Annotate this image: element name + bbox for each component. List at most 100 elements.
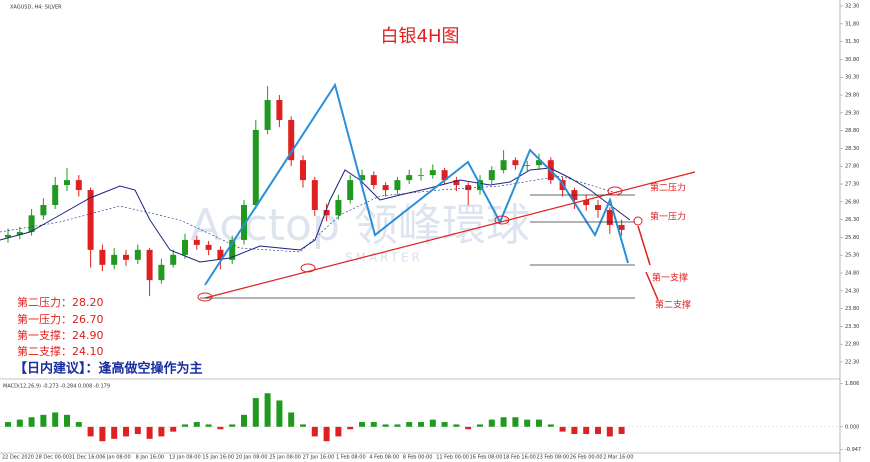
y-tick-label: 27.30	[845, 182, 859, 188]
macd-bar	[323, 426, 330, 442]
macd-bar	[488, 419, 495, 427]
candle-body	[40, 205, 47, 216]
macd-bar	[252, 398, 259, 427]
candle-body	[500, 160, 507, 171]
x-tick-label: 8 Jan 16:00	[136, 455, 164, 461]
candle-body	[205, 244, 212, 250]
level-label: 第一支撑	[652, 272, 688, 284]
y-tick-label: 22.80	[845, 342, 859, 348]
macd-title: MACD(12,26,9) -0.273 -0.284 0.008 -0.179	[3, 384, 110, 390]
x-tick-label: 25 Jan 08:00	[269, 455, 301, 461]
candle-body	[5, 234, 11, 238]
y-tick-label: 26.30	[845, 217, 859, 223]
candle-body	[300, 160, 306, 181]
y-tick-label: 30.30	[845, 75, 859, 81]
y-tick-label: 23.80	[845, 306, 859, 312]
macd-bar	[512, 417, 519, 427]
macd-bar	[229, 424, 236, 427]
macd-bar	[477, 424, 483, 427]
y-tick-label: 27.80	[845, 164, 859, 170]
macd-bar	[300, 424, 306, 427]
macd-bar	[193, 422, 200, 427]
x-tick-label: 20 Jan 08:00	[236, 455, 268, 461]
y-tick-label: 30.80	[845, 57, 859, 63]
candle-body	[418, 175, 424, 176]
candle-body	[170, 254, 177, 265]
macd-bar	[347, 426, 354, 430]
candle-body	[28, 215, 35, 233]
macd-bar	[500, 417, 507, 427]
y-tick-label: 29.30	[845, 110, 859, 116]
candle-body	[75, 180, 82, 191]
advice: 【日内建议】：逢高做空操作为主	[14, 361, 203, 377]
candle-body	[583, 200, 590, 206]
candle-body	[347, 180, 354, 201]
y-tick-label: 25.80	[845, 235, 859, 241]
candle-body	[465, 185, 472, 191]
plot: 32.30 31.80 31.30 30.80 30.30 29.80 29.30 28.80…	[0, 4, 861, 461]
y-tick-label: 31.30	[845, 39, 859, 45]
y-tick-label: 26.80	[845, 199, 859, 205]
candle-body	[288, 119, 295, 161]
x-tick-label: 4 Feb 08:00	[369, 455, 399, 461]
candle-body	[264, 100, 271, 130]
candle-body	[229, 239, 236, 260]
macd-tick-label: -0.947	[845, 447, 861, 453]
macd-bar	[618, 426, 625, 435]
macd-bar	[158, 426, 165, 437]
candle-body	[536, 160, 542, 166]
y-tick-label: 24.30	[845, 288, 859, 294]
level-label: 第二支撑	[655, 299, 691, 311]
watermark-sub: SMARTER	[345, 251, 423, 265]
candle-body	[182, 239, 188, 255]
candle-body	[453, 180, 460, 186]
x-tick-label: 23 Feb 08:00	[536, 455, 569, 461]
macd-tick-label: 0.000	[845, 424, 859, 430]
macd-bar	[87, 426, 94, 437]
y-tick-label: 28.80	[845, 128, 859, 134]
moving-average-slow	[0, 175, 621, 253]
wave-lines	[204, 82, 629, 286]
macd-bar	[28, 417, 35, 427]
candle-body	[99, 249, 106, 265]
macd-bar	[40, 414, 47, 427]
x-tick-label: 15 Jan 16:00	[202, 455, 234, 461]
macd-bar	[406, 422, 413, 427]
macd-bar	[606, 426, 613, 437]
x-tick-label: 6 Jan 08:00	[102, 455, 130, 461]
macd-bar	[359, 422, 365, 427]
candle-body	[217, 249, 224, 260]
y-tick-label: 22.30	[845, 359, 859, 365]
macd-bar	[182, 424, 188, 427]
candle-body	[370, 175, 377, 186]
macd-bar	[99, 426, 106, 442]
x-tick-label: 18 Feb 16:00	[503, 455, 536, 461]
macd-bar	[205, 424, 212, 427]
macd-bar	[170, 426, 177, 432]
macd-tick-label: 1.806	[845, 381, 859, 387]
macd-bar	[559, 426, 566, 432]
trend-line	[204, 171, 696, 299]
candle-body	[311, 180, 318, 210]
candle-body	[64, 180, 70, 186]
candle-body	[146, 249, 153, 281]
macd-bar	[311, 426, 318, 437]
moving-average	[0, 167, 631, 263]
candle-body	[441, 170, 448, 181]
macd-bar	[583, 426, 590, 435]
y-tick-label: 25.30	[845, 253, 859, 259]
candle-body	[335, 200, 342, 216]
x-tick-label: 8 Feb 00:00	[403, 455, 433, 461]
note: 第一支撑：24.90	[17, 328, 104, 342]
circle	[607, 186, 623, 196]
note: 第一压力：26.70	[17, 312, 104, 326]
macd-bar	[264, 393, 271, 427]
macd-bar	[241, 414, 247, 427]
x-tick-label: 13 Jan 08:00	[169, 455, 201, 461]
macd-bar	[276, 400, 283, 427]
x-tick-label: 27 Jan 16:00	[303, 455, 335, 461]
level-label: 第一压力	[650, 211, 686, 223]
